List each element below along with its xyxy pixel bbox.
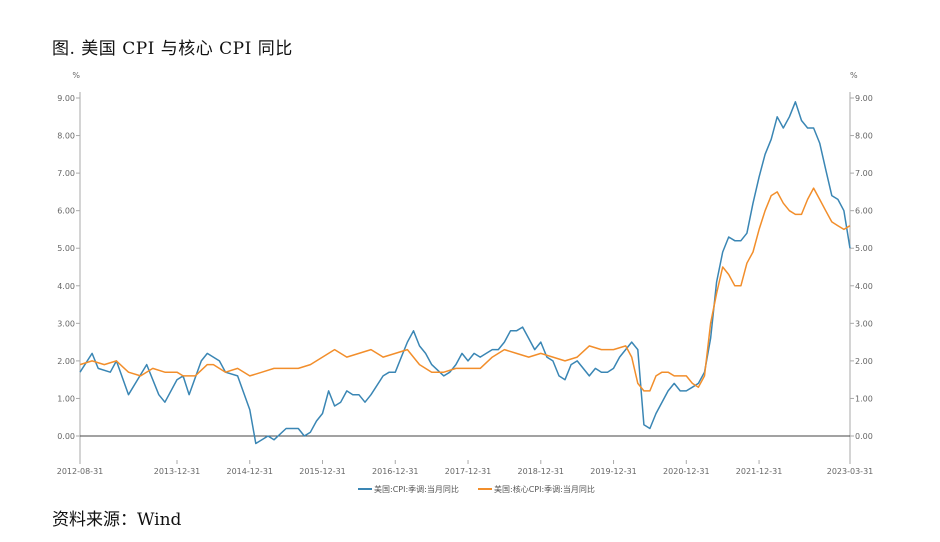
y-tick-label-right: 3.00 — [855, 319, 873, 328]
x-tick-label: 2016-12-31 — [372, 467, 419, 476]
y-tick-label-right: 9.00 — [855, 94, 873, 103]
source-note: 资料来源：Wind — [52, 510, 182, 530]
y-tick-label-left: 4.00 — [57, 282, 75, 291]
x-tick-label: 2015-12-31 — [299, 467, 346, 476]
x-tick-label: 2020-12-31 — [663, 467, 710, 476]
x-tick-label: 2021-12-31 — [736, 467, 783, 476]
y-tick-label-right: 2.00 — [855, 357, 873, 366]
chart-title: 图. 美国 CPI 与核心 CPI 同比 — [52, 39, 293, 59]
chart-legend: 美国:CPI:季调:当月同比 美国:核心CPI:季调:当月同比 — [358, 484, 595, 494]
y-tick-label-left: 0.00 — [57, 432, 75, 441]
x-tick-label: 2023-03-31 — [827, 467, 874, 476]
y-tick-label-left: 8.00 — [57, 132, 75, 141]
legend-label-core-cpi: 美国:核心CPI:季调:当月同比 — [494, 484, 595, 494]
y-tick-label-right: 7.00 — [855, 169, 873, 178]
core-cpi-series-line — [79, 187, 851, 392]
y-tick-label-right: 5.00 — [855, 244, 873, 253]
y-tick-label-left: 7.00 — [57, 169, 75, 178]
right-axis-unit: % — [850, 71, 858, 80]
legend-label-cpi: 美国:CPI:季调:当月同比 — [374, 484, 459, 494]
y-tick-label-left: 9.00 — [57, 94, 75, 103]
x-tick-label: 2014-12-31 — [227, 467, 274, 476]
x-tick-label: 2013-12-31 — [154, 467, 201, 476]
y-tick-label-right: 8.00 — [855, 132, 873, 141]
y-tick-label-left: 5.00 — [57, 244, 75, 253]
x-tick-label: 2017-12-31 — [445, 467, 492, 476]
y-tick-label-right: 6.00 — [855, 207, 873, 216]
y-tick-label-left: 1.00 — [57, 394, 75, 403]
chart-series — [79, 101, 851, 445]
y-tick-label-right: 1.00 — [855, 394, 873, 403]
y-tick-label-left: 3.00 — [57, 319, 75, 328]
y-tick-label-left: 2.00 — [57, 357, 75, 366]
left-axis-unit: % — [72, 71, 80, 80]
cpi-series-line — [79, 101, 851, 445]
y-tick-label-right: 4.00 — [855, 282, 873, 291]
y-tick-label-right: 0.00 — [855, 432, 873, 441]
x-tick-label: 2018-12-31 — [518, 467, 565, 476]
chart-axes: % % 0.00 0.00 1.00 1.00 2.00 2.00 3.00 3.00 4.00 4.… — [57, 71, 874, 476]
y-tick-label-left: 6.00 — [57, 207, 75, 216]
x-tick-label: 2012-08-31 — [57, 467, 104, 476]
x-tick-label: 2019-12-31 — [590, 467, 637, 476]
